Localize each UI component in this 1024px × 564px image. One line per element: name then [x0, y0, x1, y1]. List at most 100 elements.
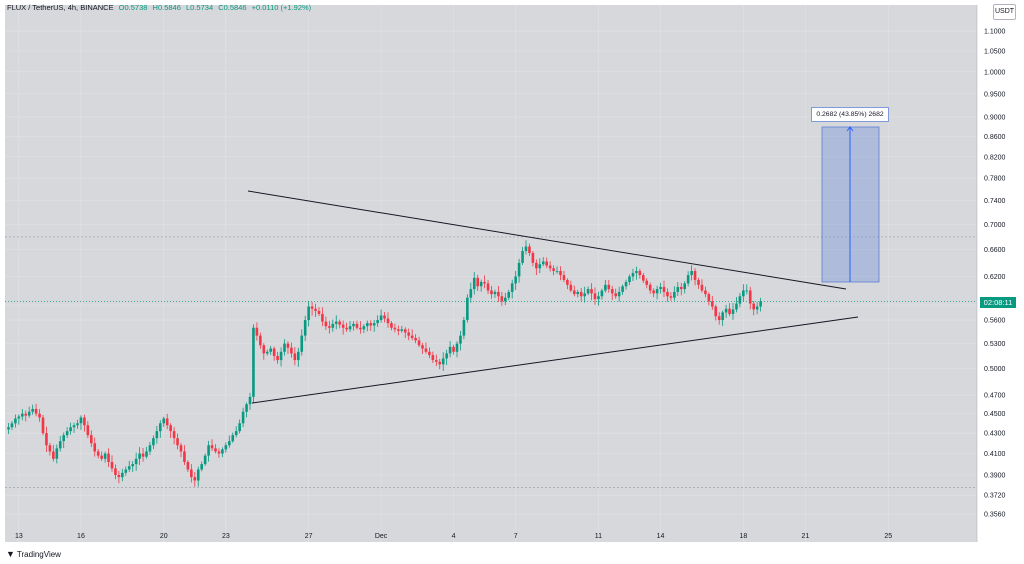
candle-body: [155, 431, 159, 439]
candle-body: [576, 291, 580, 295]
candle: [617, 286, 621, 302]
candle: [597, 291, 600, 306]
candle-body: [507, 291, 511, 298]
candle: [428, 347, 431, 359]
candle-body: [583, 293, 586, 297]
candle: [241, 407, 245, 428]
x-tick-label: 11: [595, 533, 602, 540]
candle-body: [324, 321, 328, 327]
candle-body: [231, 435, 235, 442]
candle: [414, 334, 417, 344]
candle: [72, 422, 76, 433]
candle-body: [445, 353, 448, 359]
candle: [255, 322, 259, 341]
candle: [145, 446, 148, 459]
candle-body: [179, 445, 183, 452]
candle-body: [714, 306, 718, 317]
candle-body: [383, 315, 386, 319]
candle: [738, 293, 742, 308]
candle: [645, 278, 649, 289]
currency-button[interactable]: USDT: [993, 4, 1016, 20]
candle-body: [621, 286, 624, 292]
candle: [448, 341, 452, 358]
low-value: L0.5734: [186, 3, 214, 12]
candle: [107, 448, 110, 468]
candle: [566, 278, 569, 290]
candle-body: [600, 290, 604, 297]
candle-body: [279, 351, 283, 361]
y-tick-label: 0.3560: [984, 512, 1006, 519]
candle: [576, 289, 580, 298]
candle-body: [579, 291, 583, 297]
candle-body: [479, 282, 483, 287]
candle-body: [397, 329, 400, 331]
horizontal-gridlines: [5, 30, 977, 515]
candle: [100, 451, 103, 461]
candle: [583, 286, 586, 303]
candle: [34, 403, 38, 417]
candle-body: [379, 315, 383, 321]
candle: [648, 282, 652, 294]
y-tick-label: 0.5600: [984, 318, 1006, 325]
candle: [410, 329, 414, 341]
candle-body: [41, 417, 45, 434]
candle-body: [265, 351, 269, 354]
candle: [628, 274, 631, 286]
candle: [224, 442, 228, 453]
candle-body: [141, 453, 145, 457]
candle-body: [121, 472, 124, 478]
candle-body: [348, 326, 352, 330]
candle: [479, 279, 483, 292]
candle-body: [421, 345, 424, 349]
candle-body: [566, 279, 569, 285]
candle-body: [510, 283, 514, 292]
candle-body: [586, 289, 590, 294]
candle-body: [124, 469, 128, 473]
candle: [124, 466, 128, 476]
y-tick-label: 0.4500: [984, 411, 1006, 418]
candle: [528, 243, 531, 256]
candle: [555, 266, 559, 274]
candle: [276, 351, 279, 364]
y-tick-label: 0.5300: [984, 341, 1006, 348]
candle-body: [359, 327, 362, 330]
chart-pane: [5, 5, 977, 542]
candle-body: [238, 423, 241, 432]
candle-body: [362, 326, 366, 330]
candle: [96, 449, 100, 459]
candle: [103, 451, 107, 463]
x-tick-label: 13: [15, 533, 23, 540]
symbol-header[interactable]: FLUX / TetherUS, 4h, BINANCE O0.5738 H0.…: [7, 3, 314, 12]
candle-body: [131, 464, 134, 467]
candle: [735, 297, 738, 313]
candle: [593, 287, 597, 305]
candle: [624, 279, 628, 290]
candle-body: [58, 441, 62, 449]
candle-body: [52, 451, 55, 459]
candle-body: [196, 469, 200, 481]
candle-body: [686, 275, 690, 284]
candle: [148, 441, 152, 456]
candle-body: [34, 408, 38, 414]
candle: [397, 325, 400, 336]
candle-body: [655, 289, 659, 294]
candle-body: [286, 343, 290, 348]
candle: [338, 319, 341, 329]
candle-body: [497, 291, 500, 297]
candle: [38, 409, 41, 422]
tradingview-logo[interactable]: ▼ TradingView: [6, 549, 61, 559]
change-value: +0.0110 (+1.92%): [251, 3, 312, 12]
candle: [55, 444, 59, 464]
y-tick-label: 0.6600: [984, 247, 1006, 254]
candle-body: [410, 335, 414, 339]
candle: [731, 302, 735, 320]
candle-body: [48, 445, 52, 452]
candle: [683, 281, 686, 294]
candle: [355, 320, 359, 330]
candle-body: [17, 416, 21, 419]
candle-body: [486, 283, 490, 291]
candle: [635, 266, 638, 280]
candle: [179, 442, 183, 458]
candle: [586, 286, 590, 296]
